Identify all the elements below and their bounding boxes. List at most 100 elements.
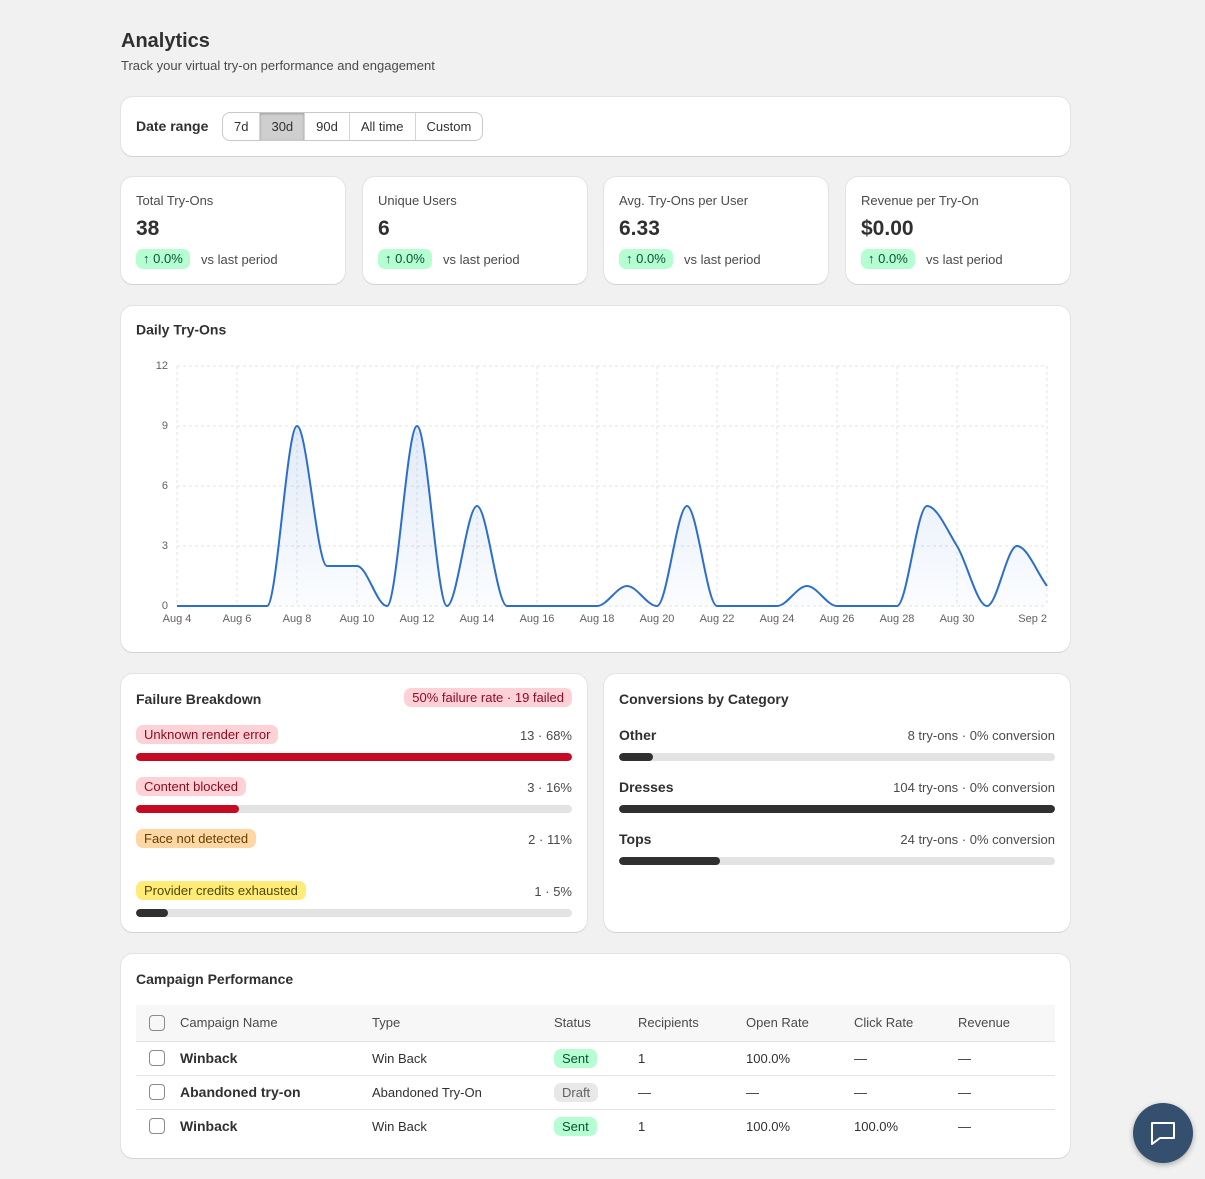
x-tick-label: Aug 6 — [223, 613, 252, 625]
conversion-bar — [619, 857, 720, 865]
metric-change: ↑ 0.0% — [861, 249, 915, 269]
x-tick-label: Aug 12 — [400, 613, 435, 625]
failure-badge: 50% failure rate · 19 failed — [404, 688, 572, 707]
category-stat: 24 try-ons · 0% conversion — [900, 832, 1055, 847]
y-tick-label: 9 — [162, 420, 168, 432]
date-range-options: 7d 30d 90d All time Custom — [222, 112, 484, 141]
category-stat: 104 try-ons · 0% conversion — [893, 780, 1055, 795]
select-all[interactable] — [136, 1005, 180, 1041]
metric-change: ↑ 0.0% — [136, 249, 190, 269]
column-header: Open Rate — [746, 1005, 854, 1041]
x-tick-label: Aug 8 — [283, 613, 312, 625]
x-tick-label: Aug 26 — [820, 613, 855, 625]
date-option[interactable]: 90d — [304, 113, 349, 140]
line — [176, 424, 1048, 608]
status-cell: Sent — [554, 1108, 638, 1143]
change-text: 0.0% — [636, 251, 666, 266]
metric-note: vs last period — [443, 252, 520, 267]
cell: Win Back — [372, 1040, 554, 1075]
failure-bar — [136, 753, 572, 761]
x-tick-label: Aug 16 — [520, 613, 555, 625]
page-title: Analytics — [121, 30, 210, 52]
row-checkbox[interactable] — [136, 1074, 180, 1109]
metric-note: vs last period — [926, 252, 1003, 267]
column-header: Revenue — [958, 1005, 1055, 1041]
cell: — — [958, 1040, 1055, 1075]
x-tick-label: Aug 4 — [163, 613, 192, 625]
row-checkbox[interactable] — [136, 1040, 180, 1075]
metric-change: ↑ 0.0% — [378, 249, 432, 269]
column-header: Status — [554, 1005, 638, 1041]
page-subtitle: Track your virtual try-on performance an… — [121, 58, 435, 73]
metric-change: ↑ 0.0% — [619, 249, 673, 269]
category-stat: 8 try-ons · 0% conversion — [907, 728, 1055, 743]
campaign-title: Campaign Performance — [136, 971, 294, 987]
status-badge: Sent — [554, 1116, 597, 1136]
cell: Win Back — [372, 1108, 554, 1143]
date-option[interactable]: All time — [348, 113, 415, 140]
x-tick-label: Aug 20 — [640, 613, 675, 625]
y-tick-label: 12 — [156, 360, 168, 372]
category-label: Tops — [619, 831, 652, 847]
cell: — — [638, 1074, 746, 1109]
failure-label: Unknown render error — [136, 725, 279, 744]
bar-track — [619, 805, 1055, 813]
column-header: Recipients — [638, 1005, 746, 1041]
conversion-bar — [619, 753, 653, 761]
failure-stat: 13 · 68% — [519, 728, 572, 743]
cell: — — [854, 1040, 958, 1075]
date-option[interactable]: 7d — [234, 119, 249, 134]
campaign-row[interactable]: Winback Win Back Sent 1 100.0% 100.0% — — [136, 1108, 1055, 1143]
campaign-card: Campaign Performance Campaign Name Type … — [121, 954, 1070, 1158]
cell: 1 — [638, 1040, 746, 1075]
failure-label: Content blocked — [136, 777, 246, 796]
cell: Winback — [180, 1108, 372, 1143]
bar-track — [136, 805, 572, 813]
failure-stat: 1 · 5% — [534, 884, 572, 899]
cell: 100.0% — [854, 1108, 958, 1143]
change-text: 0.0% — [878, 251, 908, 266]
cell: Abandoned try-on — [180, 1074, 372, 1109]
cell: 1 — [638, 1108, 746, 1143]
metric-note: vs last period — [201, 252, 278, 267]
metric-value: 6 — [378, 217, 390, 240]
chart-title: Daily Try-Ons — [136, 322, 226, 338]
metric-note: vs last period — [684, 252, 761, 267]
campaign-row[interactable]: Abandoned try-on Abandoned Try-On Draft — — —… — [136, 1074, 1055, 1109]
metric-label: Avg. Try-Ons per User — [619, 193, 749, 208]
date-range-label: Date range — [136, 118, 209, 134]
cell: — — [958, 1074, 1055, 1109]
bar-track — [136, 909, 572, 917]
failure-stat: 3 · 16% — [527, 780, 572, 795]
metric-card: Unique Users 6 ↑ 0.0% vs last period — [363, 177, 587, 284]
x-tick-label: Aug 28 — [880, 613, 915, 625]
bar-track — [619, 857, 1055, 865]
chat-button[interactable] — [1133, 1103, 1193, 1163]
x-tick-label: Aug 22 — [700, 613, 735, 625]
failure-title: Failure Breakdown — [136, 691, 262, 707]
metric-value: 6.33 — [619, 217, 660, 240]
metric-label: Unique Users — [378, 193, 457, 208]
x-tick-label: Sep 2 — [1018, 613, 1047, 625]
metric-label: Revenue per Try-On — [861, 193, 979, 208]
campaign-row[interactable]: Winback Win Back Sent 1 100.0% — — — [136, 1040, 1055, 1075]
x-tick-label: Aug 24 — [760, 613, 795, 625]
column-header: Campaign Name — [180, 1005, 372, 1041]
metric-value: $0.00 — [861, 217, 914, 240]
metric-card: Total Try-Ons 38 ↑ 0.0% vs last period — [121, 177, 345, 284]
conversion-card: Conversions by Category Other 8 try-ons ·… — [604, 674, 1070, 932]
failure-bar — [136, 805, 239, 813]
line-chart: Daily Try-Ons 0 3 6 9 12 Aug 4 Aug 6 Aug 8 Aug 1… — [136, 322, 1048, 625]
campaign-rows: Winback Win Back Sent 1 100.0% — — Abandoned tr… — [136, 1040, 1055, 1143]
category-label: Dresses — [619, 779, 674, 795]
row-checkbox[interactable] — [136, 1108, 180, 1143]
date-option[interactable]: 30d — [259, 113, 305, 140]
area — [177, 426, 1047, 606]
column-header: Type — [372, 1005, 554, 1041]
bar-track — [619, 753, 1055, 761]
failure-stat: 2 · 11% — [528, 832, 572, 847]
date-option[interactable]: Custom — [414, 113, 483, 140]
y-tick-label: 3 — [162, 540, 168, 552]
cell: Winback — [180, 1040, 372, 1075]
